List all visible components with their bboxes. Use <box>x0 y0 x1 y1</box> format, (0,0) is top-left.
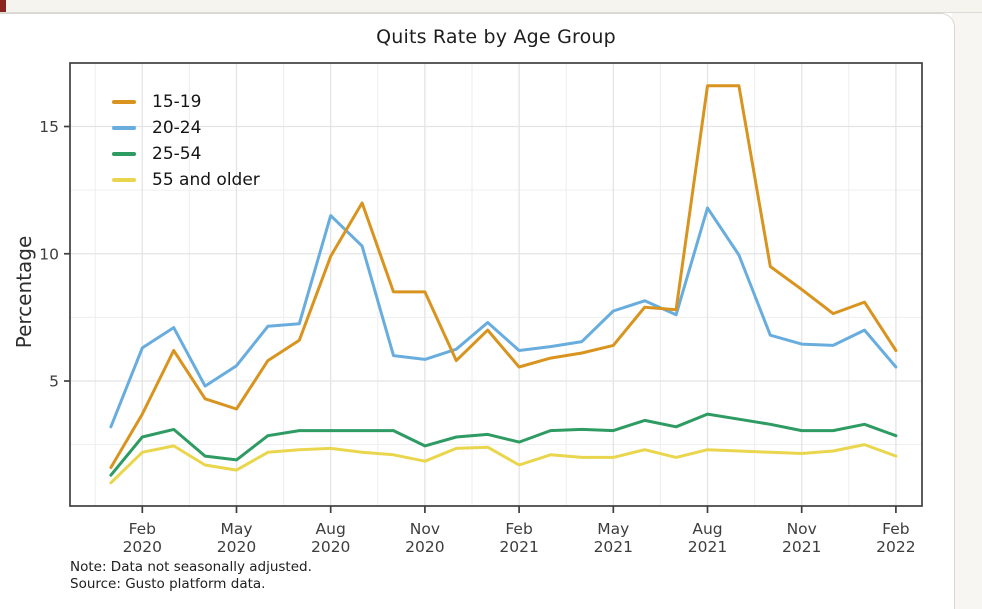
line-chart-plot-area: 51015Feb2020May2020Aug2020Nov2020Feb2021… <box>39 62 923 556</box>
series-line-55-and-older <box>109 443 898 485</box>
chart-notes: Note: Data not seasonally adjusted. Sour… <box>70 559 312 593</box>
x-tick-label-year: 2021 <box>594 538 633 556</box>
chart-legend: 15-19 20-24 25-54 55 and older <box>112 89 260 193</box>
legend-item: 15-19 <box>112 89 260 115</box>
series-line-15-19 <box>109 84 898 469</box>
chart-card: Quits Rate by Age Group Percentage 5 10 15… <box>0 13 955 609</box>
legend-swatch-icon <box>112 126 136 130</box>
series-line-25-54 <box>109 412 898 477</box>
y-tick-label: 15 <box>39 118 59 136</box>
x-tick-label-year: 2020 <box>405 538 444 556</box>
page-edge-accent-top <box>0 0 6 12</box>
plot-border <box>69 62 923 507</box>
x-tick-label-month: May <box>220 520 252 538</box>
chart-title: Quits Rate by Age Group <box>376 26 616 48</box>
x-tick-label-month: Feb <box>505 520 532 538</box>
legend-swatch-icon <box>112 100 136 104</box>
x-tick-label-month: Feb <box>129 520 156 538</box>
legend-label: 15-19 <box>152 92 202 112</box>
note-line: Note: Data not seasonally adjusted. <box>70 559 312 575</box>
source-line: Source: Gusto platform data. <box>70 575 266 592</box>
legend-label: 55 and older <box>152 170 260 190</box>
x-tick-label-year: 2021 <box>688 538 727 556</box>
legend-swatch-icon <box>112 178 136 182</box>
x-tick-label-month: Nov <box>787 520 817 538</box>
series-line-20-24 <box>109 206 898 429</box>
y-tick-label: 5 <box>49 373 59 391</box>
x-tick-label-year: 2020 <box>217 538 256 556</box>
x-tick-label-year: 2021 <box>499 538 538 556</box>
x-tick-label-month: Aug <box>692 520 722 538</box>
x-tick-label-month: Feb <box>882 520 909 538</box>
legend-label: 20-24 <box>152 118 202 138</box>
page-top-strip <box>0 0 982 13</box>
page-right-strip <box>952 13 982 609</box>
x-tick-label-year: 2020 <box>123 538 162 556</box>
x-tick-label-month: Aug <box>316 520 346 538</box>
legend-swatch-icon <box>112 152 136 156</box>
x-tick-label-month: May <box>597 520 629 538</box>
y-tick-label: 10 <box>39 245 59 263</box>
x-tick-label-year: 2022 <box>876 538 915 556</box>
x-tick-label-year: 2020 <box>311 538 350 556</box>
legend-item: 55 and older <box>112 167 260 193</box>
legend-item: 20-24 <box>112 115 260 141</box>
legend-label: 25-54 <box>152 144 202 164</box>
legend-item: 25-54 <box>112 141 260 167</box>
x-tick-label-month: Nov <box>410 520 440 538</box>
x-tick-label-year: 2021 <box>782 538 821 556</box>
